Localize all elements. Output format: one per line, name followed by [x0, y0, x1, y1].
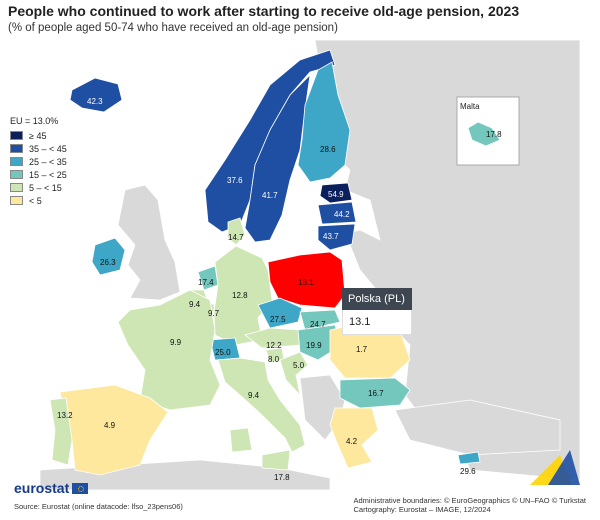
value-labels: 42.3 37.6 41.7 28.6 54.9 44.2 43.7 26.3 …: [57, 97, 502, 482]
boundaries-note: Administrative boundaries: © EuroGeograp…: [353, 496, 586, 505]
value-label-EE: 54.9: [328, 190, 344, 199]
country-IE[interactable]: [91, 237, 126, 276]
tooltip-country: Polska (PL): [342, 288, 412, 310]
map-area: Malta 42.3 37.6 41.7 28.6 54.9 44.2 43.7…: [0, 40, 580, 490]
country-DK[interactable]: [227, 217, 246, 246]
footer-left: eurostat Source: Eurostat (online dataco…: [14, 480, 183, 511]
legend-swatch: [10, 131, 23, 140]
country-EE[interactable]: [319, 182, 353, 204]
legend-label: 5 – < 15: [29, 182, 62, 193]
value-label-DK: 14.7: [228, 233, 244, 242]
country-LV[interactable]: [317, 201, 357, 225]
legend-swatch: [10, 144, 23, 153]
value-label-MT-main: 17.8: [274, 473, 290, 482]
country-FI[interactable]: [297, 61, 351, 183]
country-PT[interactable]: [49, 397, 73, 466]
legend-swatch: [10, 183, 23, 192]
gisco-mark: [530, 450, 580, 485]
value-label-SI: 8.0: [268, 355, 280, 364]
value-label-PL: 13.1: [298, 278, 314, 287]
value-label-SE: 41.7: [262, 191, 278, 200]
value-label-ES: 4.9: [104, 421, 116, 430]
value-label-IS: 42.3: [87, 97, 103, 106]
country-EL[interactable]: [329, 407, 379, 469]
legend-swatch: [10, 157, 23, 166]
value-label-BE: 9.4: [189, 300, 201, 309]
legend-label: ≥ 45: [29, 130, 47, 141]
value-label-CH: 25.0: [215, 348, 231, 357]
country-LT[interactable]: [317, 223, 356, 251]
chart-title: People who continued to work after start…: [8, 3, 520, 19]
country-shapes: [49, 49, 481, 476]
value-label-MT-inset: 17.8: [486, 130, 502, 139]
legend-item[interactable]: 5 – < 15: [10, 181, 67, 194]
legend-item[interactable]: ≥ 45: [10, 129, 67, 142]
country-IT[interactable]: [217, 357, 306, 471]
value-label-HR: 5.0: [293, 361, 305, 370]
value-label-BG: 16.7: [368, 389, 384, 398]
value-label-LV: 44.2: [334, 210, 350, 219]
logo-text: eurostat: [14, 480, 70, 496]
land-uk: [117, 184, 181, 301]
legend-label: < 5: [29, 195, 42, 206]
legend-item[interactable]: 25 – < 35: [10, 155, 67, 168]
value-label-IE: 26.3: [100, 258, 116, 267]
legend-heading: EU = 13.0%: [10, 116, 59, 126]
value-label-EL: 4.2: [346, 437, 358, 446]
map-legend: EU = 13.0% ≥ 45 35 – < 45 25 – < 35 15 –…: [10, 116, 67, 207]
value-label-SK: 24.7: [310, 320, 326, 329]
footer-right: Administrative boundaries: © EuroGeograp…: [353, 496, 586, 514]
value-label-PT: 13.2: [57, 411, 73, 420]
value-label-LU: 9.7: [208, 309, 220, 318]
cartography-note: Cartography: Eurostat – IMAGE, 12/2024: [353, 505, 491, 514]
country-FR[interactable]: [117, 289, 221, 411]
map-tooltip: Polska (PL) 13.1: [342, 288, 412, 335]
country-SK[interactable]: [299, 309, 341, 331]
country-PL[interactable]: [267, 251, 346, 309]
value-label-DE: 12.8: [232, 291, 248, 300]
country-CY[interactable]: [457, 451, 481, 465]
value-label-CZ: 27.5: [270, 315, 286, 324]
value-label-IT: 9.4: [248, 391, 260, 400]
country-BG[interactable]: [339, 377, 411, 409]
europe-map: Malta 42.3 37.6 41.7 28.6 54.9 44.2 43.7…: [0, 40, 580, 490]
malta-inset-frame: [456, 96, 520, 166]
value-label-CY: 29.6: [460, 467, 476, 476]
legend-item[interactable]: 35 – < 45: [10, 142, 67, 155]
value-label-NO: 37.6: [227, 176, 243, 185]
eu-flag-icon: [72, 482, 89, 494]
legend-item[interactable]: 15 – < 25: [10, 168, 67, 181]
legend-swatch: [10, 196, 23, 205]
source-note: Source: Eurostat (online datacode: lfso_…: [14, 502, 183, 511]
legend-label: 25 – < 35: [29, 156, 67, 167]
value-label-HU: 19.9: [306, 341, 322, 350]
land-turkey: [394, 399, 561, 456]
value-label-AT: 12.2: [266, 341, 282, 350]
country-MT[interactable]: [467, 121, 501, 147]
legend-label: 15 – < 25: [29, 169, 67, 180]
country-IS[interactable]: [69, 77, 123, 113]
value-label-FI: 28.6: [320, 145, 336, 154]
value-label-LT: 43.7: [323, 232, 339, 241]
malta-inset-title: Malta: [460, 102, 480, 111]
legend-label: 35 – < 45: [29, 143, 67, 154]
eurostat-logo[interactable]: eurostat: [14, 480, 183, 496]
legend-item[interactable]: < 5: [10, 194, 67, 207]
country-DE[interactable]: [213, 245, 273, 346]
value-label-NL: 17.4: [198, 278, 214, 287]
country-CZ[interactable]: [257, 297, 303, 329]
value-label-RO: 1.7: [356, 345, 368, 354]
legend-swatch: [10, 170, 23, 179]
tooltip-value: 13.1: [342, 310, 412, 335]
value-label-FR: 9.9: [170, 338, 182, 347]
chart-subtitle: (% of people aged 50-74 who have receive…: [8, 22, 338, 34]
